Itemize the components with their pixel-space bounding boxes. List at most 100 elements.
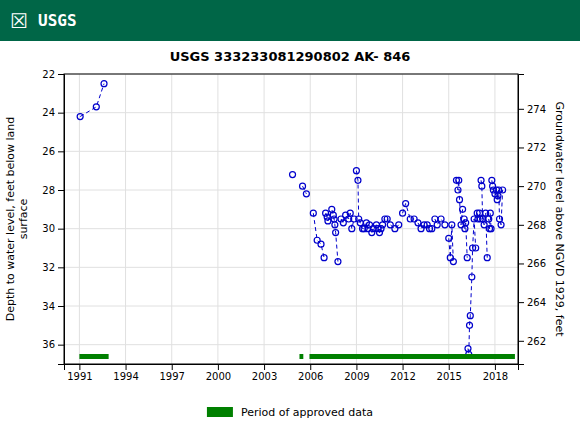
plot-frame xyxy=(64,74,518,364)
tick: 2015 xyxy=(437,364,462,382)
data-point xyxy=(480,216,486,222)
data-point xyxy=(429,226,435,232)
data-point xyxy=(464,255,470,261)
data-point xyxy=(497,216,503,222)
data-point xyxy=(378,226,384,232)
tick: 264 xyxy=(518,297,546,308)
data-point xyxy=(353,168,359,174)
grid-line-y xyxy=(64,112,518,113)
tick-mark xyxy=(518,341,524,342)
tick-mark xyxy=(79,364,80,370)
tick: 30 xyxy=(42,223,64,234)
header-logo: ☒ xyxy=(10,9,28,33)
grid-line-y xyxy=(64,344,518,345)
tick-mark xyxy=(58,229,64,230)
tick-label: 270 xyxy=(527,181,546,192)
tick-mark xyxy=(58,74,64,75)
tick-mark xyxy=(58,345,64,346)
tick-mark xyxy=(518,147,524,148)
tick-label: 2018 xyxy=(483,371,508,382)
data-point xyxy=(500,187,506,193)
series-line xyxy=(80,84,104,117)
data-point xyxy=(463,220,469,226)
tick-mark xyxy=(356,364,357,370)
data-point xyxy=(486,216,492,222)
data-point xyxy=(432,216,438,222)
tick: 32 xyxy=(42,262,64,273)
grid-line-y xyxy=(64,190,518,191)
data-point xyxy=(400,210,406,216)
approved-period xyxy=(309,354,514,359)
data-point xyxy=(93,104,99,110)
series-line xyxy=(356,171,369,229)
grid-line-x xyxy=(217,74,218,364)
tick: 24 xyxy=(42,107,64,118)
data-point xyxy=(380,222,386,228)
tick-mark xyxy=(58,267,64,268)
tick-label: 2003 xyxy=(252,371,277,382)
header-bar xyxy=(0,0,580,41)
grid-line-y xyxy=(64,228,518,229)
tick-label: 268 xyxy=(527,220,546,231)
tick-label: 22 xyxy=(42,69,55,80)
tick-label: 266 xyxy=(527,258,546,269)
tick: 22 xyxy=(42,69,64,80)
data-point xyxy=(438,216,444,222)
tick-label: 1997 xyxy=(160,371,185,382)
tick-label: 34 xyxy=(42,301,55,312)
marks xyxy=(77,81,515,359)
chart-svg: ☒USGSUSGS 333233081290802 AK- 8461991199… xyxy=(0,0,580,430)
data-point xyxy=(467,313,473,319)
tick: 266 xyxy=(518,258,546,269)
tick: 272 xyxy=(518,142,546,153)
data-point xyxy=(462,226,468,232)
tick-mark xyxy=(403,364,404,370)
data-point xyxy=(469,274,475,280)
data-point xyxy=(415,220,421,226)
tick-label: 274 xyxy=(527,104,546,115)
data-point xyxy=(489,177,495,183)
series-line xyxy=(313,213,324,257)
tick-mark xyxy=(172,364,173,370)
plot-area: 1991199419972000200320062009201220152018… xyxy=(4,69,566,382)
grid xyxy=(64,74,518,364)
data-point xyxy=(442,222,448,228)
data-point xyxy=(325,218,331,224)
y2-axis: 262264266268270272274 xyxy=(518,75,546,365)
grid-line-x xyxy=(79,74,80,364)
tick: 2018 xyxy=(483,364,508,382)
data-point xyxy=(340,220,346,226)
grid-line-y xyxy=(64,306,518,307)
tick-mark xyxy=(518,186,524,187)
series-line xyxy=(495,190,503,225)
tick-mark xyxy=(264,364,265,370)
tick-label: 2000 xyxy=(206,371,231,382)
series-line xyxy=(468,219,476,354)
axis-line xyxy=(65,365,519,371)
tick: 274 xyxy=(518,104,546,115)
tick-mark xyxy=(310,364,311,370)
tick: 1991 xyxy=(67,364,92,382)
tick-mark xyxy=(518,225,524,226)
data-point xyxy=(457,197,463,203)
data-point xyxy=(473,245,479,251)
data-point xyxy=(347,210,353,216)
tick-label: 28 xyxy=(42,185,55,196)
data-point xyxy=(456,177,462,183)
series-line xyxy=(326,209,338,261)
legend-label: Period of approved data xyxy=(241,406,373,419)
tick-mark xyxy=(518,109,524,110)
tick-label: 32 xyxy=(42,262,55,273)
data-point xyxy=(455,187,461,193)
tick-mark xyxy=(218,364,219,370)
tick: 2000 xyxy=(206,364,231,382)
data-point xyxy=(384,216,390,222)
grid-line-x xyxy=(171,74,172,364)
data-point xyxy=(396,222,402,228)
data-point xyxy=(449,222,455,228)
data-point xyxy=(467,322,473,328)
tick-label: 2012 xyxy=(390,371,415,382)
data-point xyxy=(321,255,327,261)
grid-line-y xyxy=(64,267,518,268)
tick-label: 36 xyxy=(42,339,55,350)
